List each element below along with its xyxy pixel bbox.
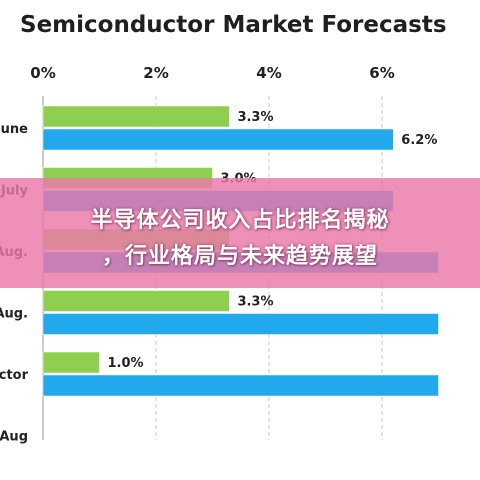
x-axis-ticks: 0% 2% 4% 6% — [30, 64, 394, 82]
x-tick-label: 4% — [256, 64, 281, 82]
banner-line-2: ，行业格局与未来趋势展望 — [101, 244, 378, 269]
bar-blue — [42, 313, 439, 335]
category-label: June — [0, 122, 28, 137]
chart-title: Semiconductor Market Forecasts — [20, 12, 447, 38]
category-label: Aug — [0, 430, 28, 445]
bar-blue — [42, 128, 394, 151]
x-tick-label: 0% — [30, 64, 55, 82]
bar-green — [42, 351, 100, 374]
data-label: 6.2% — [401, 133, 437, 148]
data-label: 3.3% — [237, 295, 273, 310]
data-label: 1.0% — [108, 356, 144, 371]
bar-green — [42, 105, 230, 128]
category-label: Aug. — [0, 307, 28, 322]
category-label: ctor — [0, 368, 29, 383]
banner-line-1: 半导体公司收入占比排名揭秘 — [90, 208, 390, 233]
x-tick-label: 6% — [369, 64, 394, 82]
bar-blue — [42, 374, 439, 397]
bar-green — [42, 290, 230, 312]
overlay-banner: 半导体公司收入占比排名揭秘 ，行业格局与未来趋势展望 — [0, 178, 480, 288]
data-label: 3.3% — [237, 110, 273, 125]
x-tick-label: 2% — [143, 64, 168, 82]
